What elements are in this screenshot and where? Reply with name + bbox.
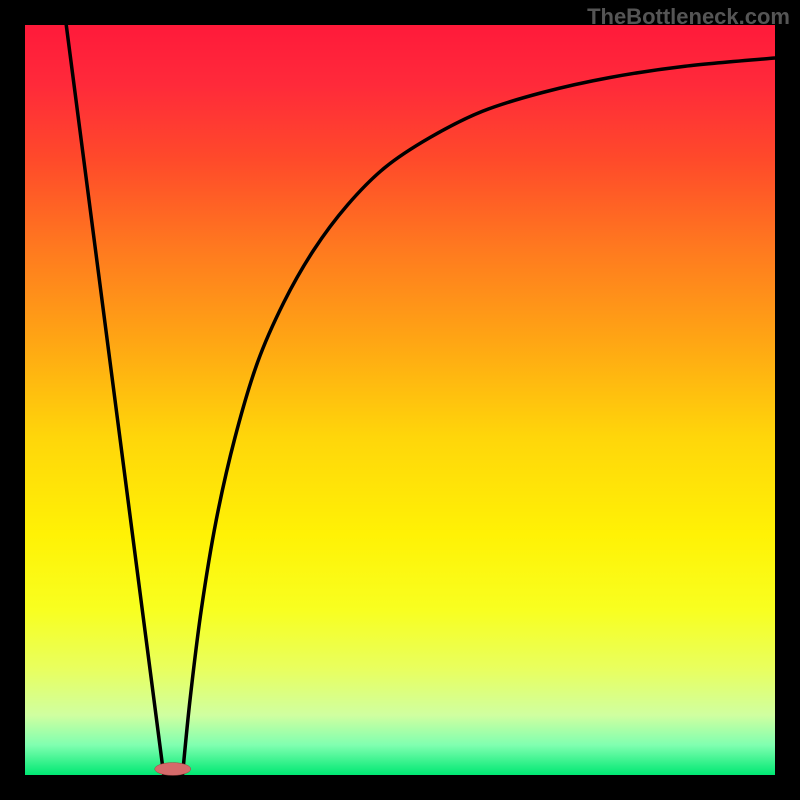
chart-container: TheBottleneck.com (0, 0, 800, 800)
optimal-point-marker (155, 763, 191, 776)
chart-background (25, 25, 775, 775)
watermark-text: TheBottleneck.com (587, 4, 790, 30)
bottleneck-chart (0, 0, 800, 800)
